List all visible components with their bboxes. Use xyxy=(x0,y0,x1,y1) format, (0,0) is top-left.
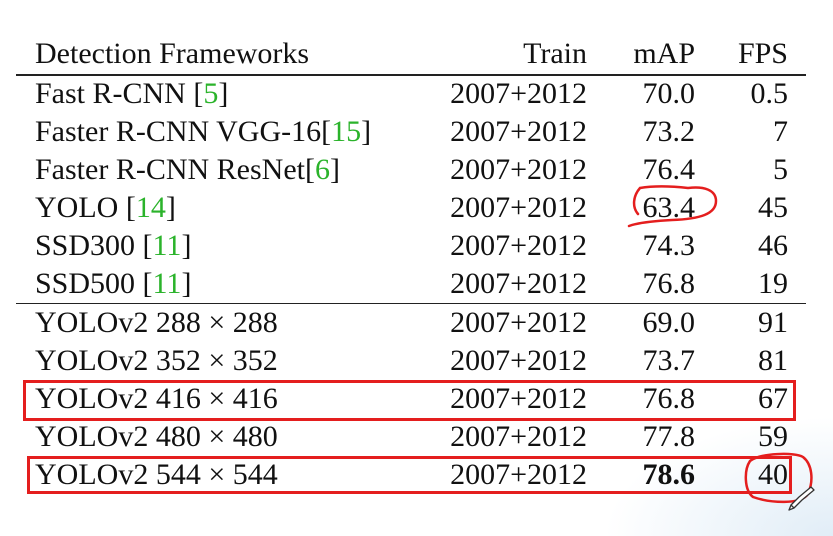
fps-value: 46 xyxy=(758,229,788,262)
framework-name: YOLOv2 416 × 416 xyxy=(35,382,278,415)
highlight-box-yolov2-416 xyxy=(23,380,796,421)
header-map: mAP xyxy=(633,37,695,70)
table-row: SSD500 [11] 2007+2012 76.8 19 xyxy=(0,265,833,303)
table-row: YOLOv2 480 × 480 2007+2012 77.8 59 xyxy=(0,418,833,456)
train-value: 2007+2012 xyxy=(450,306,587,339)
header-framework: Detection Frameworks xyxy=(35,37,310,70)
table-row: SSD300 [11] 2007+2012 74.3 46 xyxy=(0,227,833,265)
map-value: 69.0 xyxy=(642,306,696,339)
header-fps: FPS xyxy=(737,37,788,70)
fps-value: 0.5 xyxy=(750,77,789,110)
train-value: 2007+2012 xyxy=(450,267,587,300)
table-row: YOLOv2 352 × 352 2007+2012 73.7 81 xyxy=(0,342,833,380)
table-row: Fast R-CNN [5] 2007+2012 70.0 0.5 xyxy=(0,75,833,113)
map-value: 76.8 xyxy=(642,267,696,300)
map-value: 74.3 xyxy=(642,229,696,262)
framework-name: YOLOv2 480 × 480 xyxy=(35,420,278,453)
fps-value: 81 xyxy=(758,344,788,377)
train-value: 2007+2012 xyxy=(450,115,587,148)
section-rule xyxy=(16,303,806,304)
highlight-box-yolov2-544 xyxy=(27,456,792,494)
framework-name: Faster R-CNN VGG-16[15] xyxy=(35,115,372,148)
train-value: 2007+2012 xyxy=(450,77,587,110)
map-value: 76.4 xyxy=(642,153,696,186)
citation-link[interactable]: 14 xyxy=(135,191,166,224)
train-value: 2007+2012 xyxy=(450,229,587,262)
train-value: 2007+2012 xyxy=(450,153,587,186)
table-row: Faster R-CNN ResNet[6] 2007+2012 76.4 5 xyxy=(0,151,833,189)
citation-link[interactable]: 15 xyxy=(331,115,362,148)
train-value: 2007+2012 xyxy=(450,420,587,453)
train-value: 2007+2012 xyxy=(450,191,587,224)
framework-name: YOLOv2 288 × 288 xyxy=(35,306,278,339)
citation-link[interactable]: 11 xyxy=(152,229,182,262)
framework-name: YOLOv2 352 × 352 xyxy=(35,344,278,377)
fps-value: 45 xyxy=(758,191,788,224)
table-row: YOLOv2 288 × 288 2007+2012 69.0 91 xyxy=(0,304,833,342)
map-value: 73.2 xyxy=(642,115,696,148)
framework-name: YOLO [14] xyxy=(35,191,176,224)
map-value: 63.4 xyxy=(642,191,696,224)
framework-name: YOLOv2 544 × 544 xyxy=(35,458,278,491)
train-value: 2007+2012 xyxy=(450,344,587,377)
framework-name: SSD300 [11] xyxy=(35,229,192,262)
map-value: 77.8 xyxy=(642,420,696,453)
fps-value: 67 xyxy=(758,382,788,415)
fps-value: 19 xyxy=(758,267,788,300)
map-value-best: 78.6 xyxy=(642,458,696,491)
train-value: 2007+2012 xyxy=(450,382,587,415)
table-row: YOLOv2 416 × 416 2007+2012 76.8 67 xyxy=(0,380,833,418)
header-train: Train xyxy=(523,37,587,70)
table-row: Faster R-CNN VGG-16[15] 2007+2012 73.2 7 xyxy=(0,113,833,151)
citation-link[interactable]: 6 xyxy=(314,153,330,186)
map-value: 70.0 xyxy=(642,77,696,110)
framework-name: Fast R-CNN [5] xyxy=(35,77,229,110)
fps-value: 59 xyxy=(758,420,788,453)
framework-name: Faster R-CNN ResNet[6] xyxy=(35,153,340,186)
citation-link[interactable]: 5 xyxy=(203,77,219,110)
train-value: 2007+2012 xyxy=(450,458,587,491)
fps-value: 91 xyxy=(758,306,788,339)
header-rule xyxy=(16,74,806,76)
fps-value: 7 xyxy=(773,115,788,148)
map-value: 73.7 xyxy=(642,344,696,377)
table-header: Detection Frameworks Train mAP FPS xyxy=(0,35,833,73)
map-value: 76.8 xyxy=(642,382,696,415)
fps-value: 5 xyxy=(773,153,788,186)
table-row: YOLO [14] 2007+2012 63.4 45 xyxy=(0,189,833,227)
citation-link[interactable]: 11 xyxy=(152,267,182,300)
framework-name: SSD500 [11] xyxy=(35,267,192,300)
